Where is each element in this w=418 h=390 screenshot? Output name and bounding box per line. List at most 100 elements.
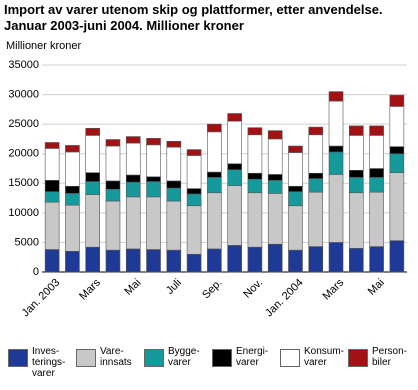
bar-segment bbox=[166, 249, 182, 273]
bar-segment bbox=[389, 146, 405, 155]
bar-segment bbox=[288, 191, 303, 207]
bar-segment bbox=[44, 142, 60, 149]
bar-segment bbox=[369, 135, 384, 169]
bar-segment bbox=[247, 134, 263, 174]
bar-segment bbox=[328, 100, 344, 147]
bar-segment bbox=[328, 174, 344, 243]
bar-segment bbox=[267, 174, 283, 181]
bar-segment bbox=[247, 192, 263, 248]
bar-segment bbox=[105, 249, 121, 273]
y-tick-label: 5000 bbox=[15, 236, 39, 248]
bar-segment bbox=[146, 181, 161, 198]
legend-label: Bygge- varer bbox=[168, 346, 200, 368]
legend-label: Energi- varer bbox=[236, 346, 269, 368]
bar-segment bbox=[389, 172, 405, 241]
bar-segment bbox=[349, 135, 364, 171]
bar-segment bbox=[125, 136, 141, 144]
bar-segment bbox=[105, 180, 121, 190]
bar-segment bbox=[207, 248, 222, 273]
bar-segment bbox=[65, 204, 80, 252]
y-tick-label: 15000 bbox=[8, 177, 39, 189]
x-tick-label: Mai bbox=[122, 277, 143, 298]
bar-segment bbox=[186, 193, 202, 207]
bar-segment bbox=[207, 171, 222, 178]
bar-segment bbox=[389, 106, 405, 147]
chart-title: Import av varer utenom skip og plattform… bbox=[4, 2, 383, 33]
bar-segment bbox=[105, 188, 121, 202]
bar-segment bbox=[125, 142, 141, 176]
bar-segment bbox=[349, 177, 364, 194]
bar-segment bbox=[105, 139, 121, 147]
bar-segment bbox=[389, 240, 405, 273]
legend-label: Vare- innsats bbox=[100, 346, 132, 368]
bar-segment bbox=[65, 151, 80, 187]
bar-segment bbox=[166, 187, 182, 202]
bar-segment bbox=[146, 176, 161, 182]
bar-segment bbox=[44, 191, 60, 203]
bar-segment bbox=[44, 249, 60, 273]
bar-segment bbox=[207, 192, 222, 250]
bar-segment bbox=[349, 125, 364, 136]
bar-segment bbox=[328, 145, 344, 153]
legend-swatch bbox=[280, 349, 300, 367]
bar-segment bbox=[227, 163, 242, 170]
bar-segment bbox=[247, 127, 263, 136]
bar-segment bbox=[186, 155, 202, 189]
x-tick-label: Mars bbox=[320, 276, 346, 302]
x-tick-label: Jan. 2004 bbox=[263, 277, 306, 320]
x-tick-label: Sep. bbox=[200, 277, 224, 301]
bar-segment bbox=[146, 138, 161, 146]
legend: Inves- terings- varer Vare- innsats Bygge-… bbox=[8, 346, 416, 388]
y-axis-label: Millioner kroner bbox=[6, 40, 82, 52]
y-tick-label: 20000 bbox=[8, 148, 39, 160]
bar-segment bbox=[349, 169, 364, 178]
bar-segment bbox=[267, 243, 283, 273]
bar-segment bbox=[44, 201, 60, 250]
y-tick-label: 35000 bbox=[8, 59, 39, 71]
bar-segment bbox=[247, 246, 263, 273]
bar-segment bbox=[227, 113, 242, 122]
bar-segment bbox=[65, 185, 80, 194]
bar-segment bbox=[288, 205, 303, 251]
bar-segment bbox=[308, 191, 324, 247]
bar-segment bbox=[349, 192, 364, 249]
bar-segment bbox=[389, 94, 405, 107]
bar-segment bbox=[85, 172, 100, 182]
bar-segment bbox=[227, 185, 242, 246]
bar-segment bbox=[288, 152, 303, 187]
bar-segment bbox=[328, 242, 344, 273]
bar-segment bbox=[125, 181, 141, 198]
bar-segment bbox=[308, 246, 324, 273]
bar-segment bbox=[146, 144, 161, 178]
bar-segment bbox=[308, 126, 324, 136]
bar-segment bbox=[166, 180, 182, 189]
x-tick-label: Nov. bbox=[241, 277, 265, 301]
bar-segment bbox=[65, 251, 80, 273]
x-tick-label: Juli bbox=[164, 277, 184, 297]
legend-label: Person- biler bbox=[372, 346, 408, 368]
y-tick-label: 30000 bbox=[8, 88, 39, 100]
bar-segment bbox=[65, 145, 80, 153]
bar-segment bbox=[105, 200, 121, 251]
bar-segment bbox=[186, 149, 202, 156]
bar-segment bbox=[227, 245, 242, 273]
bar-segment bbox=[267, 138, 283, 175]
bar-segment bbox=[186, 205, 202, 255]
legend-label: Konsum- varer bbox=[304, 346, 345, 368]
bar-segment bbox=[308, 134, 324, 174]
bar-segment bbox=[227, 169, 242, 186]
bar-segment bbox=[349, 248, 364, 273]
bar-segment bbox=[85, 127, 100, 136]
bar-segment bbox=[207, 177, 222, 194]
bar-segment bbox=[85, 135, 100, 173]
legend-label: Inves- terings- varer bbox=[32, 346, 66, 379]
y-tick-label: 25000 bbox=[8, 118, 39, 130]
bar-segment bbox=[166, 200, 182, 251]
bar-segment bbox=[369, 177, 384, 193]
bar-segment bbox=[85, 246, 100, 273]
bar-segment bbox=[186, 188, 202, 195]
bar-segment bbox=[288, 145, 303, 153]
legend-swatch bbox=[76, 349, 96, 367]
bar-segment bbox=[328, 91, 344, 102]
